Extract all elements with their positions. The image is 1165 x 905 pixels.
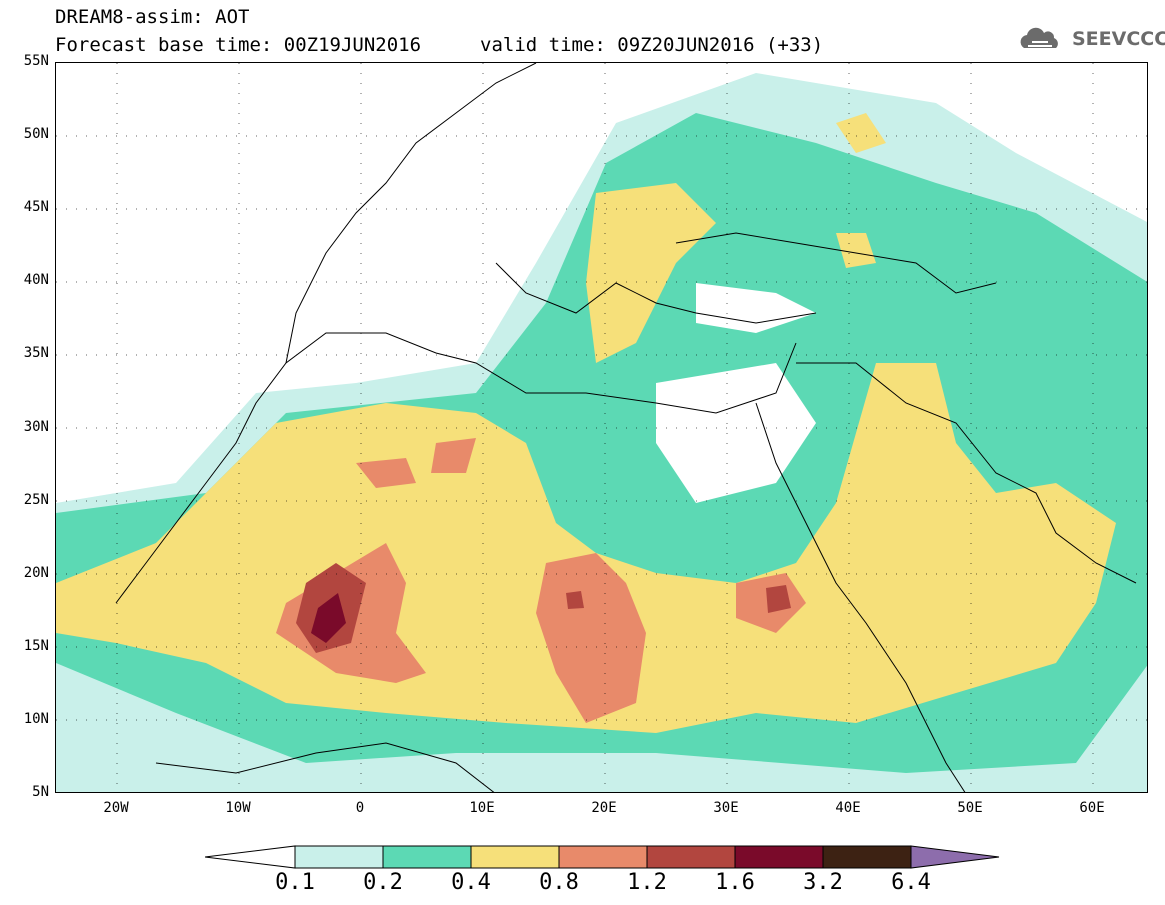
colorbar-label: 6.4 <box>891 870 931 895</box>
lat-label: 30N <box>23 418 49 435</box>
colorbar-segment <box>382 845 472 869</box>
lat-label: 55N <box>23 53 49 69</box>
colorbar <box>205 845 1000 869</box>
colorbar-label: 1.2 <box>627 870 667 895</box>
aot-contour-1.6 <box>311 593 346 643</box>
colorbar-segment <box>470 845 560 869</box>
colorbar-segment <box>646 845 736 869</box>
lat-label: 15N <box>23 637 49 654</box>
map-title: DREAM8-assim: AOT <box>55 6 250 28</box>
lon-label: 50E <box>957 800 983 816</box>
lon-label: 20W <box>103 800 129 816</box>
colorbar-segment <box>822 845 912 869</box>
colorbar-label: 3.2 <box>803 870 843 895</box>
colorbar-label: 1.6 <box>715 870 755 895</box>
lon-label: 0 <box>355 800 365 816</box>
colorbar-label: 0.4 <box>451 870 491 895</box>
lon-label: 10W <box>225 800 251 816</box>
colorbar-segment <box>558 845 648 869</box>
colorbar-segment <box>294 845 384 869</box>
lat-label: 35N <box>23 345 49 362</box>
lat-label: 10N <box>23 710 49 727</box>
colorbar-label: 0.1 <box>275 870 315 895</box>
colorbar-label: 0.2 <box>363 870 403 895</box>
lat-label: 50N <box>23 126 49 143</box>
lat-label: 25N <box>23 491 49 508</box>
cloud-icon <box>1020 27 1058 48</box>
lon-label: 40E <box>835 800 861 816</box>
aot-map <box>55 62 1148 793</box>
colorbar-segment <box>205 845 296 869</box>
forecast-base-time: Forecast base time: 00Z19JUN2016 <box>55 34 422 56</box>
lon-label: 30E <box>713 800 739 816</box>
lat-label: 5N <box>32 784 49 800</box>
lat-label: 45N <box>23 199 49 216</box>
lon-label: 60E <box>1079 800 1105 816</box>
lat-label: 20N <box>23 564 49 581</box>
logo-text: SEEVCCC <box>1072 28 1165 50</box>
lon-label: 20E <box>591 800 617 816</box>
lat-label: 40N <box>23 272 49 289</box>
colorbar-segment <box>734 845 824 869</box>
valid-time: valid time: 09Z20JUN2016 (+33) <box>480 34 824 56</box>
colorbar-segment <box>910 845 1000 869</box>
colorbar-label: 0.8 <box>539 870 579 895</box>
lon-label: 10E <box>469 800 495 816</box>
